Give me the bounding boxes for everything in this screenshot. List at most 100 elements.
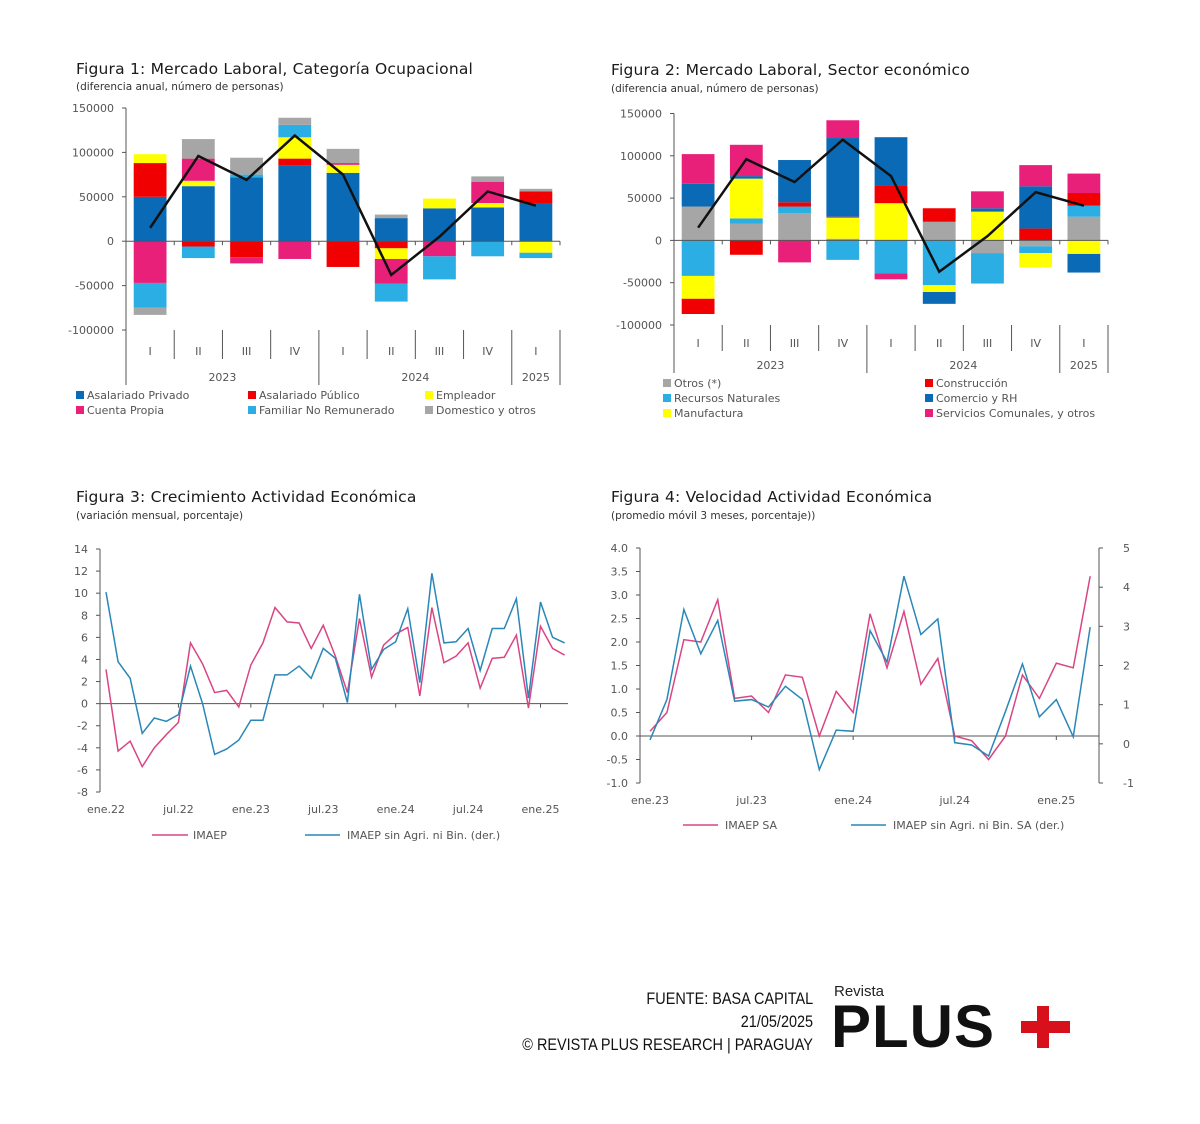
figure-1-title: Figura 1: Mercado Laboral, Categoría Ocu… bbox=[76, 60, 474, 78]
fig3-y-tick-label: 0 bbox=[81, 698, 88, 711]
fig2-y-tick-label: 50000 bbox=[627, 192, 662, 205]
fig1-legend-swatch bbox=[76, 406, 84, 414]
fig2-bar-segment bbox=[729, 218, 763, 224]
fig1-bar-segment bbox=[181, 139, 215, 159]
fig1-y-tick-label: 100000 bbox=[72, 146, 114, 159]
fig2-bar-segment bbox=[1019, 253, 1053, 268]
fig4-x-tick-label: ene.24 bbox=[834, 794, 872, 807]
fig1-bar-segment bbox=[181, 180, 215, 187]
fig3-y-tick-label: 2 bbox=[81, 676, 88, 689]
logo-plus-text: PLUS bbox=[831, 993, 996, 1060]
fig2-bar-segment bbox=[874, 240, 908, 274]
fig1-category-label: I bbox=[148, 345, 151, 358]
fig4-y2-tick-label: 1 bbox=[1123, 699, 1130, 712]
figure-3-subtitle: (variación mensual, porcentaje) bbox=[76, 510, 244, 522]
fig2-legend-swatch bbox=[925, 394, 933, 402]
fig3-x-tick-label: ene.23 bbox=[232, 803, 270, 816]
fig1-bar-segment bbox=[374, 283, 408, 302]
fig1-bar-segment bbox=[519, 252, 553, 259]
fig1-bar-segment bbox=[423, 256, 456, 280]
logo-revista-text: Revista bbox=[834, 983, 885, 1000]
fig1-bar-segment bbox=[519, 203, 553, 242]
fig1-bar-segment bbox=[471, 207, 505, 242]
fig3-x-tick-label: ene.22 bbox=[87, 803, 125, 816]
fig1-category-label: II bbox=[388, 345, 395, 358]
fig4-legend-label: IMAEP SA bbox=[725, 819, 778, 832]
fig1-legend-swatch bbox=[248, 406, 256, 414]
fig2-legend-swatch bbox=[925, 379, 933, 387]
fig3-y-tick-label: -4 bbox=[77, 742, 88, 755]
fig2-bar-segment bbox=[874, 273, 908, 280]
figure-4-subtitle: (promedio móvil 3 meses, porcentaje)) bbox=[611, 510, 816, 522]
fig1-category-label: III bbox=[435, 345, 445, 358]
fig1-bar-segment bbox=[278, 137, 312, 159]
fig1-bar-segment bbox=[278, 124, 312, 138]
fig1-bar-segment bbox=[374, 248, 408, 259]
figure-1-subtitle: (diferencia anual, número de personas) bbox=[76, 81, 284, 93]
fig4-y-tick-label: 0.0 bbox=[611, 730, 629, 743]
fig4-y-tick-label: 1.5 bbox=[611, 660, 629, 673]
fig1-year-label: 2025 bbox=[522, 371, 550, 384]
figure-2-title: Figura 2: Mercado Laboral, Sector económ… bbox=[611, 61, 970, 79]
fig2-bar-segment bbox=[778, 202, 811, 207]
fig2-legend-label: Otros (*) bbox=[674, 377, 721, 390]
fig1-category-label: I bbox=[534, 345, 537, 358]
fig4-y-tick-label: -0.5 bbox=[607, 754, 628, 767]
fig1-bar-segment bbox=[278, 165, 312, 242]
fig2-year-label: 2024 bbox=[949, 359, 977, 372]
fig3-y-tick-label: 8 bbox=[81, 609, 88, 622]
fig1-bar-segment bbox=[133, 307, 167, 315]
fig2-y-tick-label: 0 bbox=[655, 234, 662, 247]
fig1-bar-segment bbox=[230, 241, 263, 258]
fig4-y2-tick-label: 4 bbox=[1123, 581, 1130, 594]
fig3-x-tick-label: jul.24 bbox=[452, 803, 484, 816]
figure-3-title: Figura 3: Crecimiento Actividad Económic… bbox=[76, 488, 417, 506]
fig1-bar-segment bbox=[278, 158, 312, 166]
fig2-legend-swatch bbox=[663, 379, 671, 387]
fig4-legend-label: IMAEP sin Agri. ni Bin. SA (der.) bbox=[893, 819, 1064, 832]
fig2-bar-segment bbox=[778, 213, 811, 241]
fig4-series-line-1 bbox=[649, 576, 1091, 761]
fig1-category-label: IV bbox=[289, 345, 300, 358]
fig2-bar-segment bbox=[922, 208, 956, 222]
fig1-legend-label: Asalariado Privado bbox=[87, 389, 190, 402]
fig2-legend-label: Manufactura bbox=[674, 407, 743, 420]
fig2-bar-segment bbox=[1067, 216, 1101, 241]
fig2-bar-segment bbox=[826, 240, 860, 260]
fig2-bar-segment bbox=[681, 154, 715, 184]
fig2-bar-segment bbox=[729, 223, 763, 241]
fig2-bar-segment bbox=[1019, 228, 1053, 241]
fig4-y-tick-label: 3.0 bbox=[611, 589, 629, 602]
fig1-category-label: I bbox=[341, 345, 344, 358]
fig2-year-label: 2023 bbox=[756, 359, 784, 372]
fig2-bar-segment bbox=[778, 206, 811, 214]
fig2-bar-segment bbox=[971, 240, 1004, 254]
fig4-x-tick-label: ene.23 bbox=[631, 794, 669, 807]
fig2-bar-segment bbox=[681, 183, 715, 207]
fig2-bar-segment bbox=[1067, 253, 1101, 273]
fig4-x-tick-label: jul.24 bbox=[938, 794, 970, 807]
fig3-series-line-2 bbox=[105, 573, 565, 756]
fig1-category-label: III bbox=[242, 345, 252, 358]
fig2-category-label: I bbox=[1082, 337, 1085, 350]
fig2-bar-segment bbox=[826, 138, 860, 217]
fig2-bar-segment bbox=[729, 240, 763, 255]
fig1-bar-segment bbox=[519, 241, 553, 253]
fig4-y2-tick-label: 5 bbox=[1123, 542, 1130, 555]
fig1-year-label: 2023 bbox=[208, 371, 236, 384]
fig2-bar-segment bbox=[1067, 173, 1101, 194]
fig2-legend-label: Construcción bbox=[936, 377, 1008, 390]
fig3-legend-label: IMAEP bbox=[193, 829, 227, 842]
fig1-bar-segment bbox=[423, 198, 456, 209]
fig2-category-label: II bbox=[743, 337, 750, 350]
fig4-y-tick-label: 4.0 bbox=[611, 542, 629, 555]
fig2-bar-segment bbox=[971, 208, 1004, 212]
fig1-bar-segment bbox=[423, 241, 456, 257]
fig1-bar-segment bbox=[133, 241, 167, 283]
fig1-bar-segment bbox=[326, 163, 360, 165]
fig3-series-line-1 bbox=[105, 606, 566, 769]
fig2-category-label: III bbox=[790, 337, 800, 350]
fig3-x-tick-label: ene.24 bbox=[377, 803, 415, 816]
fig2-bar-segment bbox=[874, 203, 908, 241]
fig2-bar-segment bbox=[681, 298, 715, 315]
